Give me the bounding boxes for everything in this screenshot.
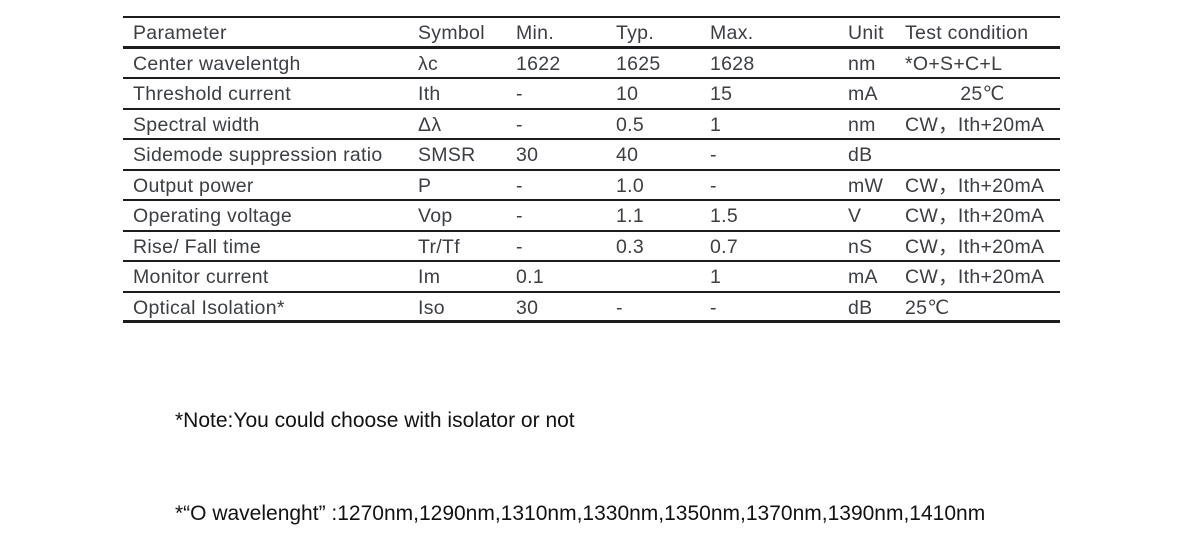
- cell-symbol: λc: [418, 52, 439, 75]
- cell-unit: nS: [848, 235, 873, 258]
- table-row-optical-isolation: Optical Isolation* Iso 30 - - dB 25℃: [123, 293, 1060, 323]
- cell-typ: 1.0: [616, 174, 645, 197]
- note-isolator: *Note:You could choose with isolator or …: [175, 409, 575, 432]
- cell-max: -: [710, 144, 717, 166]
- cell-typ: 1.1: [616, 205, 645, 227]
- column-header-unit: Unit: [848, 22, 884, 44]
- cell-test-condition: CW，Ith+20mA: [905, 205, 1045, 227]
- cell-max: -: [710, 296, 717, 319]
- cell-symbol: P: [418, 174, 432, 197]
- cell-symbol: Tr/Tf: [418, 235, 460, 258]
- column-header-parameter: Parameter: [133, 22, 227, 44]
- cell-typ: 40: [616, 144, 639, 166]
- cell-unit: dB: [848, 144, 873, 166]
- cell-unit: mA: [848, 266, 878, 288]
- cell-symbol: Δλ: [418, 113, 442, 136]
- table-row-sidemode-suppression-ratio: Sidemode suppression ratio SMSR 30 40 - …: [123, 140, 1060, 171]
- cell-min: 30: [516, 144, 539, 166]
- table-row-monitor-current: Monitor current Im 0.1 1 mA CW，Ith+20mA: [123, 262, 1060, 293]
- cell-max: 15: [710, 83, 733, 105]
- cell-parameter: Center wavelentgh: [133, 52, 301, 75]
- cell-symbol: Iso: [418, 296, 445, 319]
- cell-unit: dB: [848, 296, 873, 319]
- cell-typ: 10: [616, 83, 639, 105]
- cell-min: -: [516, 113, 523, 136]
- table-row-threshold-current: Threshold current Ith - 10 15 mA 25℃: [123, 79, 1060, 110]
- cell-unit: nm: [848, 113, 876, 136]
- cell-test-condition: CW，Ith+20mA: [905, 174, 1045, 197]
- cell-min: -: [516, 174, 523, 197]
- cell-parameter: Rise/ Fall time: [133, 235, 262, 258]
- cell-min: -: [516, 235, 523, 258]
- column-header-max: Max.: [710, 22, 754, 44]
- cell-max: 1: [710, 266, 722, 288]
- cell-typ: 0.5: [616, 113, 645, 136]
- table-row-operating-voltage: Operating voltage Vop - 1.1 1.5 V CW，Ith…: [123, 201, 1060, 232]
- cell-symbol: Im: [418, 266, 441, 288]
- cell-test-condition: CW，Ith+20mA: [905, 266, 1045, 288]
- cell-test-condition: [905, 140, 1060, 171]
- table-row-spectral-width: Spectral width Δλ - 0.5 1 nm CW，Ith+20mA: [123, 110, 1060, 140]
- table-row-output-power: Output power P - 1.0 - mW CW，Ith+20mA: [123, 171, 1060, 201]
- footnotes: *Note:You could choose with isolator or …: [175, 360, 1068, 556]
- cell-max: 1.5: [710, 205, 739, 227]
- table-row-center-wavelength: Center wavelentgh λc 1622 1625 1628 nm *…: [123, 49, 1060, 79]
- column-header-symbol: Symbol: [418, 22, 485, 44]
- table-header-row: Parameter Symbol Min. Typ. Max. Unit Tes…: [123, 18, 1060, 49]
- cell-min: -: [516, 205, 523, 227]
- cell-parameter: Threshold current: [133, 83, 291, 105]
- cell-test-condition: CW，Ith+20mA: [905, 235, 1045, 258]
- cell-parameter: Monitor current: [133, 266, 269, 288]
- cell-test-condition: 25℃: [960, 83, 1005, 105]
- cell-parameter: Optical Isolation*: [133, 296, 285, 319]
- cell-min: -: [516, 83, 523, 105]
- cell-unit: mA: [848, 83, 878, 105]
- cell-min: 1622: [516, 52, 561, 75]
- cell-typ: [616, 262, 710, 293]
- cell-unit: mW: [848, 174, 884, 197]
- column-header-min: Min.: [516, 22, 555, 44]
- cell-max: -: [710, 174, 717, 197]
- spec-table: Parameter Symbol Min. Typ. Max. Unit Tes…: [123, 16, 1060, 323]
- cell-typ: -: [616, 296, 623, 319]
- cell-parameter: Output power: [133, 174, 254, 197]
- cell-unit: V: [848, 205, 862, 227]
- cell-min: 30: [516, 296, 539, 319]
- cell-parameter: Spectral width: [133, 113, 260, 136]
- cell-typ: 0.3: [616, 235, 645, 258]
- cell-symbol: Vop: [418, 205, 453, 227]
- column-header-typ: Typ.: [616, 22, 655, 44]
- cell-typ: 1625: [616, 52, 661, 75]
- cell-symbol: SMSR: [418, 144, 476, 166]
- note-o-wavelengths: *“O wavelenght” :1270nm,1290nm,1310nm,13…: [175, 502, 986, 525]
- cell-parameter: Operating voltage: [133, 205, 293, 227]
- cell-max: 1628: [710, 52, 755, 75]
- cell-min: 0.1: [516, 266, 545, 288]
- cell-max: 1: [710, 113, 722, 136]
- column-header-test-condition: Test condition: [905, 22, 1029, 44]
- cell-unit: nm: [848, 52, 876, 75]
- cell-parameter: Sidemode suppression ratio: [133, 144, 383, 166]
- cell-test-condition: *O+S+C+L: [905, 52, 1003, 75]
- cell-test-condition: 25℃: [905, 296, 950, 319]
- cell-max: 0.7: [710, 235, 739, 258]
- cell-symbol: Ith: [418, 83, 441, 105]
- table-row-rise-fall-time: Rise/ Fall time Tr/Tf - 0.3 0.7 nS CW，It…: [123, 232, 1060, 262]
- cell-test-condition: CW，Ith+20mA: [905, 113, 1045, 136]
